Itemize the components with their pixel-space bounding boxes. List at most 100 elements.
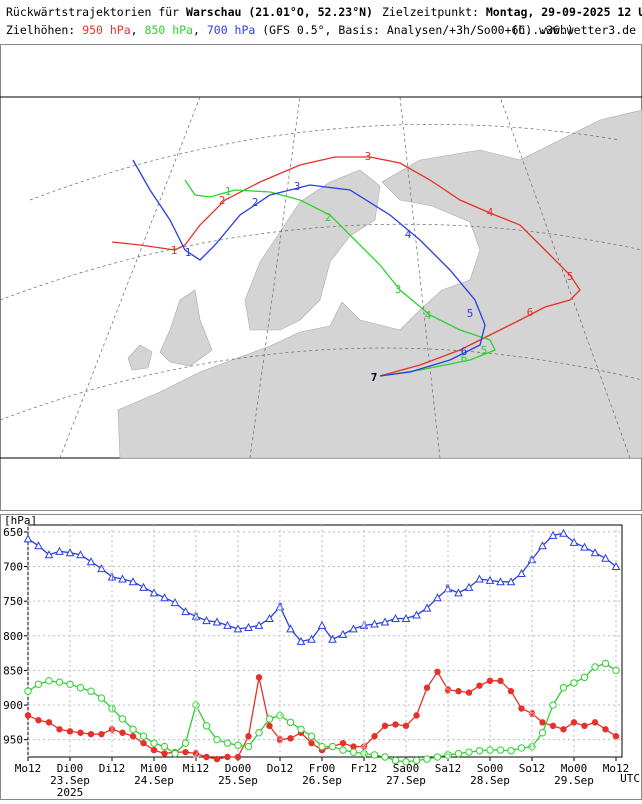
x-tick-label: Mo12 [15, 762, 42, 775]
point [276, 736, 284, 743]
point [549, 722, 557, 730]
y-tick-label: 650 [3, 526, 23, 539]
point [223, 739, 232, 747]
point [549, 701, 557, 709]
point [570, 719, 578, 726]
point [308, 739, 315, 747]
point [360, 749, 368, 758]
basis: (GFS 0.5°, Basis: Analysen/+3h/So00+6h..… [262, 23, 574, 37]
point [118, 715, 127, 723]
point [339, 746, 347, 754]
plot-area [27, 524, 623, 758]
step-label: 2 [193, 748, 200, 761]
date-label: 25.Sep [218, 774, 258, 787]
trajectory-step-label: 2 [252, 196, 259, 209]
step-label: 1 [109, 723, 116, 736]
point [506, 577, 516, 586]
x-tick-label: Fr00 [309, 762, 336, 775]
x-tick-label: Sa00 [393, 762, 420, 775]
point [34, 680, 43, 688]
point [380, 617, 390, 626]
trajectory-step-label: 6 [461, 345, 468, 358]
point [569, 537, 579, 546]
point [212, 617, 222, 626]
point [328, 634, 337, 643]
point [255, 729, 263, 737]
point [65, 548, 75, 557]
trajectory-950 [111, 156, 581, 377]
point [202, 722, 211, 730]
point [44, 550, 54, 559]
point [287, 735, 294, 742]
y-tick-label: 750 [3, 595, 23, 608]
title-coords: (21.01°O, 52.23°N) [248, 5, 373, 19]
point [108, 704, 116, 713]
graticule-line [399, 96, 441, 459]
point [539, 719, 546, 726]
trajectory-step-label: 1 [185, 246, 192, 259]
point [97, 694, 106, 702]
step-label: 3 [277, 709, 284, 722]
point [76, 550, 85, 559]
point [307, 732, 316, 740]
point [87, 730, 95, 738]
trajectory-step-label: 6 [461, 352, 468, 365]
point [423, 684, 431, 691]
point [444, 686, 452, 694]
x-tick-label: Do00 [225, 762, 252, 775]
graticule [0, 96, 642, 459]
point [149, 588, 159, 597]
point [559, 684, 568, 692]
chart: 650 700 750 800 850 900 950 Mo12 Di00 Di12 Mi00 Mi1… [3, 524, 640, 799]
point [496, 746, 505, 754]
point [307, 634, 316, 643]
point [45, 719, 53, 726]
x-unit-label: UTC [620, 772, 640, 785]
point [129, 725, 137, 733]
levels-label: Zielhöhen: [6, 23, 75, 37]
trajectory-step-label: 5 [467, 307, 474, 320]
x-tick-label: Fr12 [351, 762, 378, 775]
point [485, 575, 495, 584]
land-ireland [127, 344, 153, 371]
point [296, 636, 306, 645]
point [433, 593, 442, 602]
point [434, 668, 441, 676]
trajectory-700 [132, 159, 486, 377]
point [55, 546, 64, 555]
point [371, 733, 378, 740]
point [213, 735, 221, 744]
point [265, 613, 274, 622]
point [140, 739, 147, 747]
point [580, 673, 589, 682]
point [465, 689, 473, 696]
point [464, 582, 474, 591]
step-label: 2 [193, 699, 200, 712]
point [34, 541, 43, 550]
step-label: 4 [361, 741, 368, 754]
point [518, 705, 525, 712]
target-label: Zielzeitpunkt: [382, 5, 479, 19]
point [538, 541, 547, 550]
point [412, 610, 421, 619]
point [612, 733, 620, 740]
land-scandinavia [244, 169, 381, 331]
point [244, 622, 253, 631]
point [266, 722, 273, 730]
point [350, 743, 357, 750]
point [570, 679, 578, 687]
point [97, 564, 106, 573]
x-tick-label: Mi12 [183, 762, 210, 775]
step-label: 3 [277, 734, 284, 747]
y-tick-label: 850 [3, 664, 23, 677]
point [338, 629, 348, 638]
x-tick-label: Mo00 [561, 762, 588, 775]
graticule-line [499, 96, 631, 459]
point [602, 726, 609, 733]
point [580, 542, 589, 551]
point [254, 620, 264, 629]
point [255, 674, 263, 681]
x-tick-label: Di00 [57, 762, 84, 775]
